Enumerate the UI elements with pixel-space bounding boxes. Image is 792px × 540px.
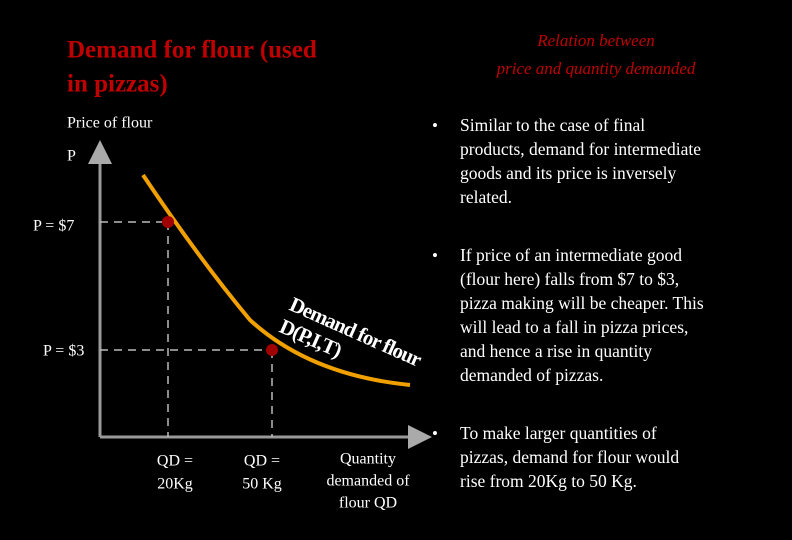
point xyxy=(162,216,174,228)
bullet-text: To make larger quantities of xyxy=(460,423,657,443)
subtitle: Relation between xyxy=(536,31,655,50)
bullet-text: goods and its price is inversely xyxy=(460,163,677,183)
guides xyxy=(100,221,273,437)
bullet-marker: • xyxy=(432,116,438,135)
price-label: P = $3 xyxy=(43,343,84,360)
axes xyxy=(88,140,432,449)
quantity-label: 20Kg xyxy=(157,476,193,493)
bullet-text: related. xyxy=(460,187,512,207)
bullet-text: If price of an intermediate good xyxy=(460,245,682,265)
bullet-text: Similar to the case of final xyxy=(460,115,645,135)
bullet-marker: • xyxy=(432,424,438,443)
x-axis-label: flour QD xyxy=(339,495,397,512)
demand-curve xyxy=(141,173,411,387)
point xyxy=(266,344,278,356)
bullet-text: (flour here) falls from $7 to $3, xyxy=(460,269,679,289)
quantity-label: QD = xyxy=(157,453,193,470)
y-axis-symbol: P xyxy=(67,148,76,165)
bullet-text: will lead to a fall in pizza prices, xyxy=(460,317,688,337)
x-axis-label: demanded of xyxy=(326,473,410,490)
title: in pizzas) xyxy=(67,71,168,98)
quantity-label: QD = xyxy=(244,453,280,470)
bullet-marker: • xyxy=(432,246,438,265)
title: Demand for flour (used xyxy=(67,37,317,64)
y-axis-label: Price of flour xyxy=(67,115,153,132)
bullet-text: pizza making will be cheaper. This xyxy=(460,293,704,313)
x-axis-label: Quantity xyxy=(340,451,396,468)
price-label: P = $7 xyxy=(33,218,74,235)
quantity-label: 50 Kg xyxy=(242,476,282,493)
bullet-text: rise from 20Kg to 50 Kg. xyxy=(460,471,637,491)
subtitle: price and quantity demanded xyxy=(496,59,696,78)
bullet-text: and hence a rise in quantity xyxy=(460,341,652,361)
bullet-text: products, demand for intermediate xyxy=(460,139,701,159)
bullet-text: demanded of pizzas. xyxy=(460,365,603,385)
bullet-text: pizzas, demand for flour would xyxy=(460,447,679,467)
